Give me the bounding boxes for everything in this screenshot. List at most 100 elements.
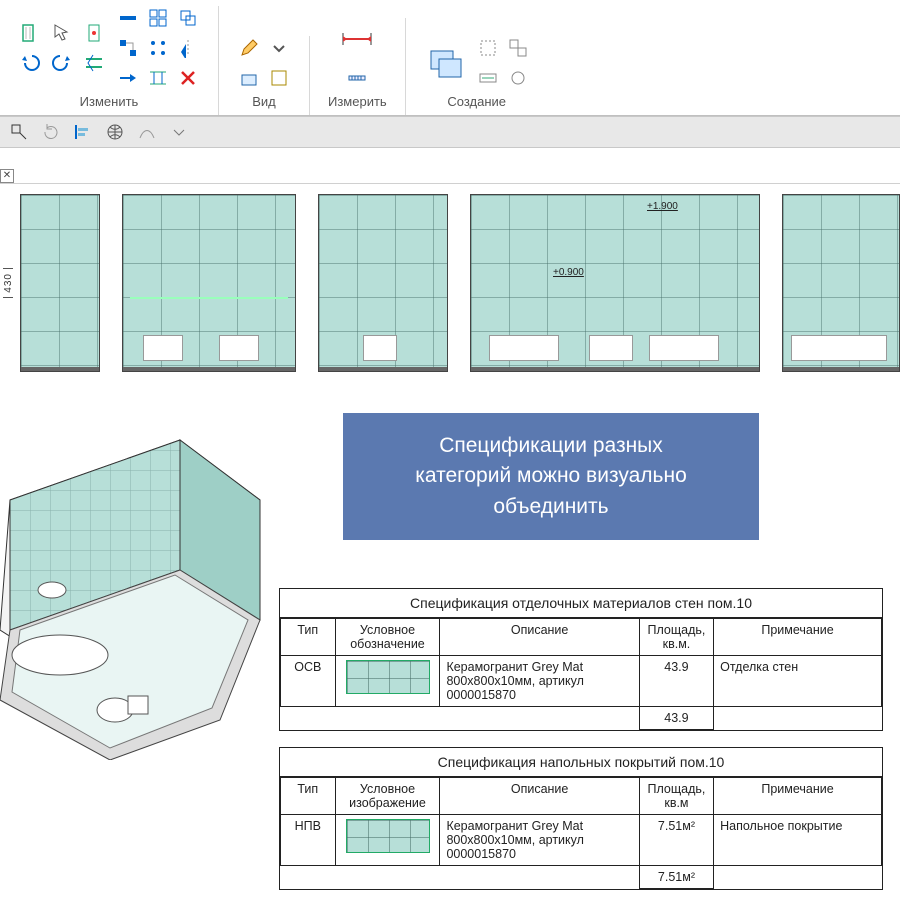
redo-icon[interactable] [50,51,74,75]
spec-header: Тип [281,778,336,815]
panel-modify: Изменить [0,6,219,115]
elevation-tile[interactable] [318,194,448,372]
close-icon[interactable]: ✕ [0,169,14,183]
spec-row: ОСВ Керамогранит Grey Mat 800x800x10мм, а… [281,656,882,707]
panel-label: Вид [252,94,276,109]
align-left-icon[interactable] [72,121,94,143]
fixture [649,335,719,361]
array-icon[interactable] [146,36,170,60]
spec-header: Примечание [714,778,882,815]
spec-cell-note: Напольное покрытие [714,815,882,866]
flip-icon[interactable] [176,36,200,60]
spec-cell-symbol [335,815,440,866]
secondary-toolbar [0,116,900,148]
spec-total: 7.51м² [639,866,713,889]
align-icon[interactable] [116,6,140,30]
elevation-dimension: +0.900 [553,267,584,278]
misc-icon[interactable] [506,66,530,90]
group-icon[interactable] [506,36,530,60]
undo-icon[interactable] [18,51,42,75]
spec-cell-area: 7.51м² [639,815,713,866]
ribbon: Изменить Вид Измерить [0,0,900,116]
material-swatch-icon [346,660,430,694]
elevation-tile[interactable]: +1.900 +0.900 [470,194,760,372]
tool-icon[interactable] [18,21,42,45]
path-icon[interactable] [136,121,158,143]
redo-small-icon[interactable] [40,121,62,143]
spec-cell-tip: НПВ [281,815,336,866]
wall-elevation [782,194,900,372]
spec-total-row: 7.51м² [281,866,882,889]
trim-icon[interactable] [146,66,170,90]
panel-label: Измерить [328,94,387,109]
options-bar: ✕ [0,148,900,184]
fixture [219,335,259,361]
fixture [489,335,559,361]
spec-header: Описание [440,619,639,656]
spec-cell-tip: ОСВ [281,656,336,707]
material-swatch-icon [346,819,430,853]
link-icon[interactable] [476,66,500,90]
delete-icon[interactable] [176,66,200,90]
vertical-dimension: 430 [0,194,16,372]
fixture [143,335,183,361]
arrow-select-icon[interactable] [50,21,74,45]
wall-elevation [122,194,296,372]
pencil-icon[interactable] [237,36,261,60]
panel-label: Создание [447,94,506,109]
spec-row: НПВ Керамогранит Grey Mat 800x800x10мм, а… [281,815,882,866]
measure-icon[interactable] [345,66,369,90]
isometric-view [0,420,280,760]
spec-cell-area: 43.9 [639,656,713,707]
panel-view: Вид [219,36,310,115]
fixture [791,335,887,361]
spec-title: Спецификация отделочных материалов стен … [280,589,882,618]
spec-total: 43.9 [639,707,713,730]
create-component-icon[interactable] [424,42,466,84]
snap-icon[interactable] [116,36,140,60]
dimension-icon[interactable] [336,18,378,60]
grid-icon[interactable] [146,6,170,30]
spec-header: Площадь,кв.м [639,778,713,815]
spec-header: Описание [440,778,639,815]
callout-line: Спецификации разных [371,431,731,461]
dropdown-icon[interactable] [267,36,291,60]
wall-icon[interactable] [476,36,500,60]
spec-header: Примечание [714,619,882,656]
extend-icon[interactable] [116,66,140,90]
spec-total-row: 43.9 [281,707,882,730]
modify-big-icons [18,21,106,75]
panel-create: Создание [406,36,548,115]
fixture [589,335,633,361]
elevation-tile[interactable] [782,194,900,372]
elevation-tile[interactable] [122,194,296,372]
cursor-anchor-icon[interactable] [8,121,30,143]
spec-header: Условноеобозначение [335,619,440,656]
box-icon[interactable] [237,66,261,90]
elevation-dimension: +1.900 [647,201,678,212]
spec-title: Спецификация напольных покрытий пом.10 [280,748,882,777]
copy-icon[interactable] [176,6,200,30]
spec-cell-desc: Керамогранит Grey Mat 800x800x10мм, арти… [440,656,639,707]
wall-elevation: +1.900 +0.900 [470,194,760,372]
box2-icon[interactable] [267,66,291,90]
panel-label: Изменить [80,94,139,109]
spec-header: Условноеизображение [335,778,440,815]
spec-header: Тип [281,619,336,656]
modify-small-icons [116,6,200,90]
fixture [363,335,397,361]
callout-line: объединить [371,492,731,522]
spec-header: Площадь,кв.м. [639,619,713,656]
spec-cell-note: Отделка стен [714,656,882,707]
globe-icon[interactable] [104,121,126,143]
spec-cell-desc: Керамогранит Grey Mat 800x800x10мм, арти… [440,815,639,866]
specification-table: Спецификация отделочных материалов стен … [279,588,883,731]
wall-elevation [20,194,100,372]
tool-icon[interactable] [82,21,106,45]
dropdown-icon[interactable] [168,121,190,143]
tool-icon[interactable] [82,51,106,75]
spec-cell-symbol [335,656,440,707]
elevation-tile[interactable]: 430 [0,194,100,372]
panel-measure: Измерить [310,18,406,115]
elevation-strip: 430 +1.900 +0.900 [0,184,900,372]
